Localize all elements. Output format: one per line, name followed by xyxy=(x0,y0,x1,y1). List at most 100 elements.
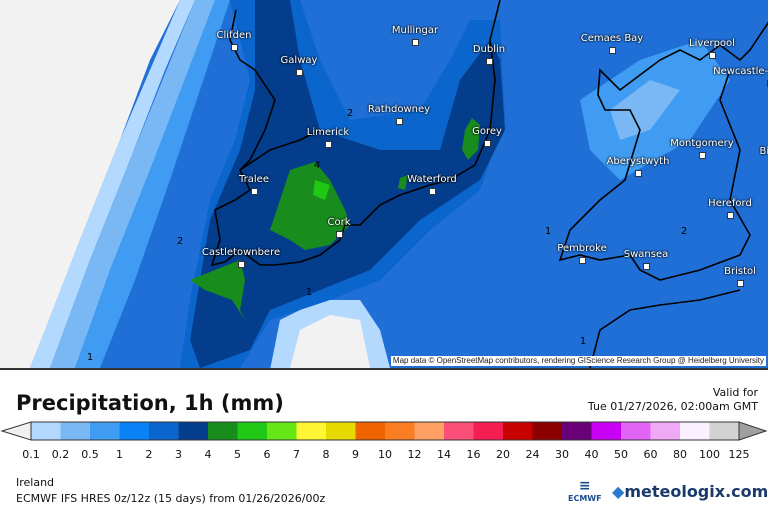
legend-swatch xyxy=(385,422,415,440)
city-label: Cork xyxy=(327,217,351,228)
legend-tick-label: 40 xyxy=(584,448,599,461)
legend-tick-label: 9 xyxy=(352,448,359,461)
city-label: Aberystwyth xyxy=(606,156,670,167)
contour-label: 2 xyxy=(346,108,354,119)
city-marker xyxy=(325,141,332,148)
ecmwf-logo: ≡ ECMWF xyxy=(568,478,602,504)
city-label: Castletownbere xyxy=(201,247,281,258)
legend-tick-label: 4 xyxy=(204,448,212,461)
page-title: Precipitation, 1h (mm) xyxy=(16,391,284,415)
contour-label: 2 xyxy=(680,226,688,237)
valid-label: Valid for xyxy=(712,386,758,399)
city-marker xyxy=(486,58,493,65)
city-marker xyxy=(296,69,303,76)
legend-tick-label: 2 xyxy=(145,448,153,461)
city-label: Rathdowney xyxy=(367,104,431,115)
legend-swatch xyxy=(267,422,297,440)
city-label: Dublin xyxy=(472,44,506,55)
contour-label: 1 xyxy=(305,287,313,298)
city-label: Gorey xyxy=(472,126,502,137)
contour-label: 4 xyxy=(313,160,321,171)
legend-tick-label: 30 xyxy=(555,448,569,461)
legend-swatch xyxy=(296,422,326,440)
city-label: Swansea xyxy=(623,249,669,260)
model-info: ECMWF IFS HRES 0z/12z (15 days) from 01/… xyxy=(16,492,326,505)
city-marker xyxy=(643,263,650,270)
city-label: Cemaes Bay xyxy=(580,33,644,44)
legend-swatch xyxy=(709,422,739,440)
legend-swatch xyxy=(503,422,533,440)
city-marker xyxy=(709,52,716,59)
precipitation-field xyxy=(0,0,768,368)
city-marker xyxy=(609,47,616,54)
legend-tick-label: 16 xyxy=(466,448,481,461)
ecmwf-icon: ≡ xyxy=(578,478,591,494)
legend-tick-label: 0.5 xyxy=(81,448,99,461)
legend-tick-label: 1 xyxy=(116,448,123,461)
legend-tick-label: 24 xyxy=(525,448,540,461)
valid-time: Valid for Tue 01/27/2026, 02:00am GMT xyxy=(588,386,758,414)
legend-tick-label: 0.1 xyxy=(22,448,40,461)
legend-tick-label: 50 xyxy=(614,448,628,461)
contour-label: 1 xyxy=(86,352,94,363)
city-marker xyxy=(336,231,343,238)
legend-swatch xyxy=(444,422,474,440)
city-label: Bristol xyxy=(724,266,756,277)
legend-swatch xyxy=(90,422,120,440)
legend-tick-label: 0.2 xyxy=(51,448,70,461)
legend-tick-label: 125 xyxy=(728,448,750,461)
city-marker xyxy=(231,44,238,51)
city-marker xyxy=(238,261,245,268)
legend-tick-label: 100 xyxy=(699,448,720,461)
city-label: Montgomery xyxy=(670,138,734,149)
legend-tick-label: 80 xyxy=(673,448,687,461)
city-label: Clifden xyxy=(216,30,252,41)
legend-tick-label: 8 xyxy=(322,448,330,461)
city-label: Hereford xyxy=(708,198,752,209)
valid-datetime: Tue 01/27/2026, 02:00am GMT xyxy=(587,400,758,413)
city-marker xyxy=(412,39,419,46)
legend-swatch xyxy=(119,422,149,440)
legend-swatch xyxy=(562,422,592,440)
precipitation-map[interactable]: 1 2 4 2 1 1 2 1 Clifden Galway Mullingar Du… xyxy=(0,0,768,370)
region-label: Ireland xyxy=(16,476,55,489)
city-marker xyxy=(251,188,258,195)
meteologix-icon: ◆ xyxy=(612,482,625,501)
legend-swatch xyxy=(208,422,238,440)
legend-swatch xyxy=(680,422,710,440)
city-label: Tralee xyxy=(239,174,269,185)
city-marker xyxy=(727,212,734,219)
contour-label: 1 xyxy=(544,226,552,237)
city-marker xyxy=(699,152,706,159)
city-marker xyxy=(635,170,642,177)
legend-swatch xyxy=(326,422,356,440)
map-attribution[interactable]: Map data © OpenStreetMap contributors, r… xyxy=(390,356,766,366)
legend-under-arrow xyxy=(0,421,32,441)
legend-tick-label: 60 xyxy=(643,448,658,461)
legend-swatch xyxy=(355,422,385,440)
city-label: Waterford xyxy=(407,174,457,185)
legend-swatch xyxy=(591,422,621,440)
city-label: Mullingar xyxy=(391,25,439,36)
legend-swatch xyxy=(650,422,680,440)
legend-tick-label: 5 xyxy=(234,448,241,461)
legend-swatch xyxy=(414,422,444,440)
legend-tick-label: 14 xyxy=(437,448,451,461)
legend-tick-label: 12 xyxy=(407,448,422,461)
city-marker xyxy=(396,118,403,125)
contour-label: 1 xyxy=(579,336,587,347)
city-marker xyxy=(579,257,586,264)
city-label: Pembroke xyxy=(557,243,607,254)
legend-swatch xyxy=(621,422,651,440)
contour-label: 2 xyxy=(176,236,184,247)
legend-swatch xyxy=(60,422,90,440)
meteologix-logo[interactable]: ◆meteologix.com xyxy=(612,482,768,502)
ecmwf-logo-text: ECMWF xyxy=(568,494,602,503)
legend-swatch xyxy=(149,422,179,440)
meteologix-text: meteologix.com xyxy=(624,482,768,501)
city-label: Newcastle-under-Lyme xyxy=(713,66,768,77)
city-label: Birmingham xyxy=(759,146,768,157)
legend-tick-label: 10 xyxy=(378,448,392,461)
legend-tick-label: 3 xyxy=(175,448,182,461)
city-marker xyxy=(737,280,744,287)
